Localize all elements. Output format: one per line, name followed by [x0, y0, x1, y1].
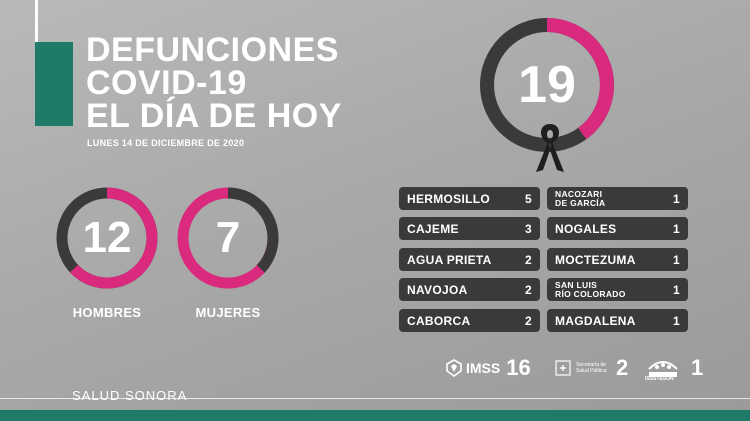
municipio-count: 2: [525, 313, 532, 328]
isssteson-logo-text: ISSSTESON: [645, 376, 674, 382]
imss-logo-text: IMSS: [466, 360, 501, 376]
ssa-logo-group: Secretaría de Salud Pública 2: [554, 352, 628, 384]
municipio-count: 5: [525, 191, 532, 206]
page-title: DEFUNCIONES COVID-19 EL DÍA DE HOY: [86, 31, 342, 135]
municipio-name-line-2: DE GARCÍA: [555, 197, 606, 208]
imss-logo-group: IMSS 16: [445, 352, 531, 384]
hombres-ring: 12: [53, 184, 161, 292]
footer-bar: [0, 410, 750, 421]
mourning-ribbon-icon: [536, 124, 564, 172]
municipio-name: NAVOJOA: [407, 282, 468, 297]
mujeres-ring: 7: [174, 184, 282, 292]
municipio-count: 1: [673, 252, 680, 267]
imss-count: 16: [506, 355, 531, 380]
municipio-name-line-1: NACOZARI: [555, 188, 603, 199]
accent-bar: [35, 42, 73, 126]
footer-divider: [0, 398, 750, 399]
hombres-ring-graphic: [56, 187, 158, 289]
municipio-count: 2: [525, 252, 532, 267]
mujeres-ring-graphic: [177, 187, 279, 289]
municipio-name: NACOZARI DE GARCÍA: [555, 188, 606, 208]
municipio-row: AGUA PRIETA 2: [399, 248, 540, 271]
municipio-count: 1: [673, 191, 680, 206]
municipio-name: AGUA PRIETA: [407, 252, 492, 267]
municipio-count: 2: [525, 282, 532, 297]
municipio-count: 1: [673, 282, 680, 297]
hombres-label: HOMBRES: [72, 305, 142, 320]
title-line-2: COVID-19: [86, 64, 247, 102]
municipio-name: CAJEME: [407, 221, 459, 236]
municipio-count: 1: [673, 221, 680, 236]
municipio-name: SAN LUIS RÍO COLORADO: [555, 279, 626, 299]
date-label: LUNES 14 DE DICIEMBRE DE 2020: [87, 138, 245, 148]
footer-brand: SALUD SONORA: [72, 388, 188, 403]
municipio-count: 1: [673, 313, 680, 328]
hombres-count: 12: [82, 213, 132, 262]
isssteson-count: 1: [691, 355, 704, 380]
municipio-name: MAGDALENA: [555, 313, 636, 328]
municipio-row: NAVOJOA 2: [399, 278, 540, 301]
municipio-row: MAGDALENA 1: [547, 309, 688, 332]
municipio-row: SAN LUIS RÍO COLORADO 1: [547, 278, 688, 301]
municipio-name: CABORCA: [407, 313, 471, 328]
isssteson-logo-group: 1: [645, 352, 703, 384]
ssa-logo-text: Secretaría de Salud Pública: [576, 362, 607, 374]
municipio-row: NACOZARI DE GARCÍA 1: [547, 187, 688, 210]
municipio-name-line-1: SAN LUIS: [555, 279, 598, 290]
title-line-3: EL DÍA DE HOY: [86, 97, 342, 135]
municipio-name: NOGALES: [555, 221, 617, 236]
mujeres-label: MUJERES: [195, 305, 261, 320]
municipio-name: HERMOSILLO: [407, 191, 490, 206]
municipio-row: CAJEME 3: [399, 217, 540, 240]
municipio-name: MOCTEZUMA: [555, 252, 636, 267]
municipio-count: 3: [525, 221, 532, 236]
total-count: 19: [518, 56, 576, 114]
municipio-row: CABORCA 2: [399, 309, 540, 332]
title-line-1: DEFUNCIONES: [86, 31, 339, 69]
municipio-row: HERMOSILLO 5: [399, 187, 540, 210]
imss-eagle-icon: [446, 359, 462, 377]
ssa-count: 2: [616, 355, 629, 380]
isssteson-emblem-icon: [648, 361, 678, 377]
accent-line: [35, 0, 38, 44]
mujeres-count: 7: [215, 213, 241, 262]
ssa-emblem-icon: [555, 360, 571, 376]
municipio-name-line-2: RÍO COLORADO: [555, 288, 626, 299]
municipio-row: NOGALES 1: [547, 217, 688, 240]
municipio-row: MOCTEZUMA 1: [547, 248, 688, 271]
